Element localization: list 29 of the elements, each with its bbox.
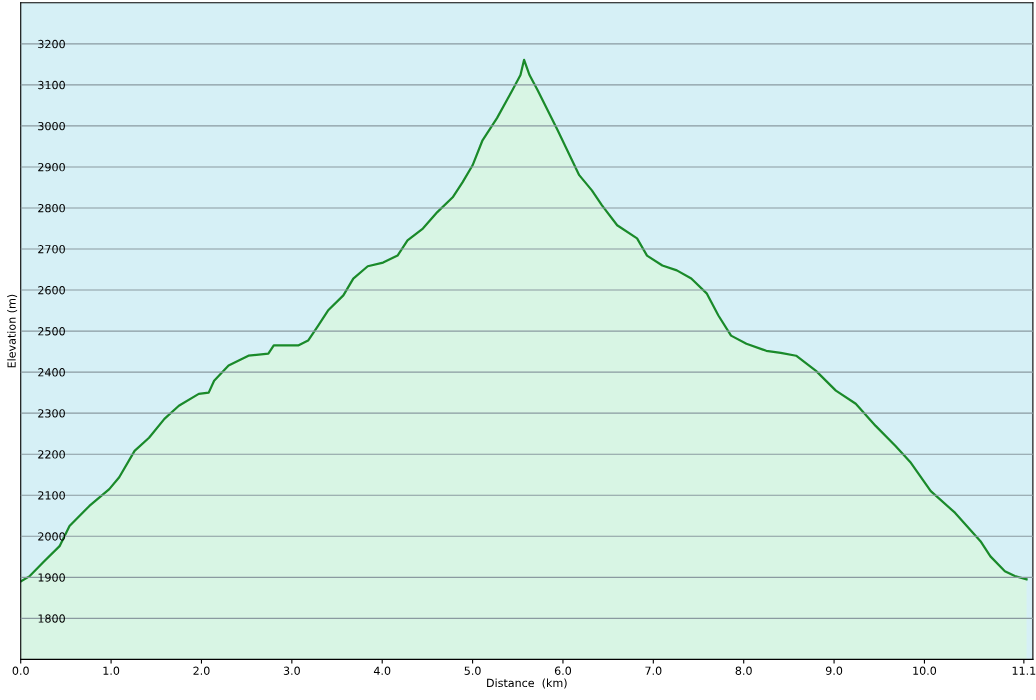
x-tick-label: 5.0: [464, 666, 481, 675]
y-tick-label: 2300: [38, 409, 65, 418]
x-tick-label: 3.0: [283, 666, 300, 675]
y-tick-label: 2400: [38, 368, 65, 377]
x-tick-label: 10.0: [913, 666, 937, 675]
y-tick-label: 2600: [38, 286, 65, 295]
y-tick-label: 2800: [38, 203, 65, 213]
y-tick-label: 1900: [38, 573, 65, 582]
y-tick-label: 2000: [38, 532, 65, 541]
x-tick-label: 8.0: [735, 666, 752, 675]
x-tick-label: 0.0: [12, 666, 29, 675]
x-tick-label: 1.0: [103, 666, 120, 675]
x-tick-label: 7.0: [645, 666, 662, 675]
y-tick-label: 3000: [38, 121, 65, 131]
y-tick-label: 2200: [38, 450, 65, 459]
x-tick-label: 4.0: [373, 666, 391, 675]
y-axis-title: Elevation (m): [7, 294, 18, 368]
y-tick-label: 1800: [38, 614, 65, 623]
y-tick-label: 2900: [38, 162, 65, 172]
y-tick-label: 3200: [38, 39, 65, 49]
y-tick-label: 2700: [38, 245, 65, 254]
y-tick-label: 3100: [38, 80, 65, 90]
x-tick-label: 9.0: [825, 666, 843, 675]
x-axis-title: Distance (km): [487, 678, 567, 689]
x-tick-label: 11.1: [1012, 666, 1036, 675]
x-tick-label: 6.0: [554, 666, 572, 675]
x-tick-label: 2.0: [193, 666, 210, 675]
y-tick-label: 2500: [38, 327, 65, 336]
y-tick-label: 2100: [38, 491, 65, 500]
